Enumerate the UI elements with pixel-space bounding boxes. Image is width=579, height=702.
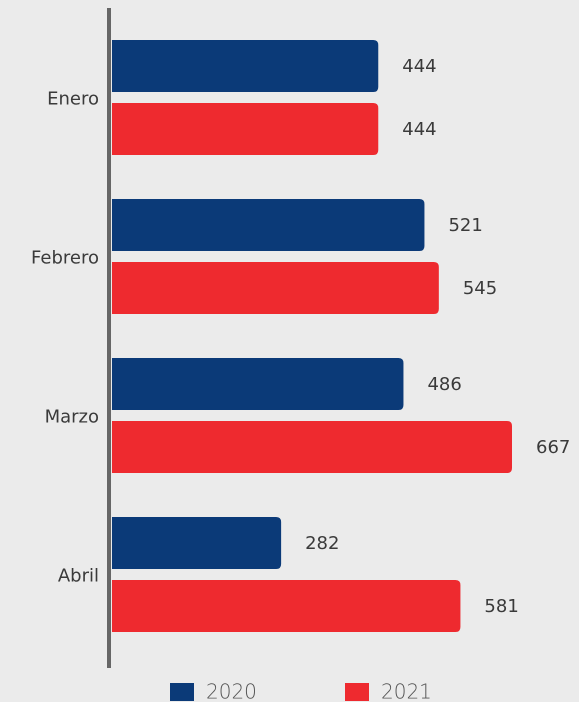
bar bbox=[112, 517, 282, 569]
bar bbox=[112, 199, 425, 251]
data-label: 444 bbox=[402, 56, 436, 77]
bar bbox=[112, 262, 439, 314]
data-label: 486 bbox=[427, 374, 461, 395]
data-label: 282 bbox=[305, 533, 339, 554]
data-label: 545 bbox=[463, 278, 497, 299]
bar bbox=[112, 103, 379, 155]
legend-label: 2020 bbox=[206, 680, 257, 702]
y-tick-label: Abril bbox=[58, 566, 99, 587]
bar bbox=[112, 358, 404, 410]
data-label: 667 bbox=[536, 437, 570, 458]
data-label: 444 bbox=[402, 119, 436, 140]
bar bbox=[112, 580, 461, 632]
data-label: 581 bbox=[484, 596, 518, 617]
legend-label: 2021 bbox=[381, 680, 432, 702]
data-label: 521 bbox=[448, 215, 482, 236]
y-tick-label: Enero bbox=[47, 89, 99, 110]
bar bbox=[112, 40, 379, 92]
bar bbox=[112, 421, 512, 473]
legend-swatch bbox=[345, 683, 369, 701]
legend-swatch bbox=[170, 683, 194, 701]
y-tick-label: Febrero bbox=[31, 248, 99, 269]
y-tick-label: Marzo bbox=[45, 407, 99, 428]
